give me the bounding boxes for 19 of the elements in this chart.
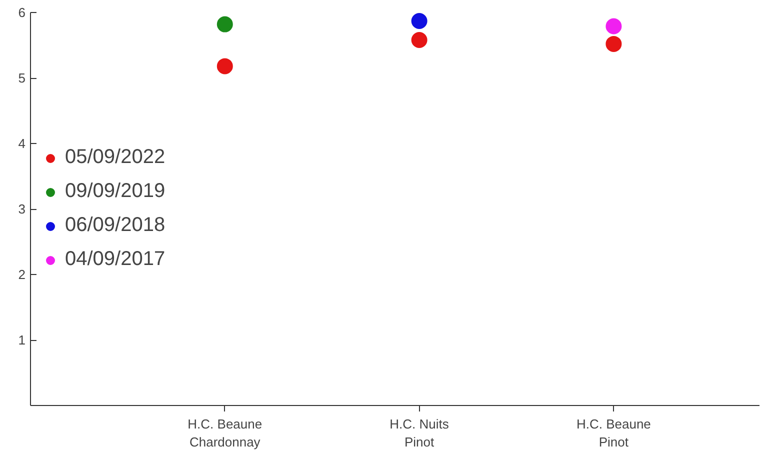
y-tick-label: 6 <box>18 5 26 20</box>
legend-label: 09/09/2019 <box>65 180 166 203</box>
legend-label: 06/09/2018 <box>65 214 166 237</box>
point <box>216 16 233 32</box>
point <box>411 32 428 48</box>
legend-label: 04/09/2017 <box>65 248 166 271</box>
y-tick-label: 5 <box>18 70 26 86</box>
x-tick-label: H.C. Nuits Pinot <box>390 416 450 450</box>
point <box>606 36 622 52</box>
point <box>216 58 233 74</box>
y-tick-label: 2 <box>18 267 26 282</box>
y-tick-label: 3 <box>18 202 26 216</box>
y-tick-label: 1 <box>18 332 26 348</box>
x-tick-label: H.C. Beaune Pinot <box>576 416 651 450</box>
point <box>606 18 622 34</box>
x-tick-label: H.C. Beaune Chardonnay <box>188 416 262 450</box>
y-tick-label: 4 <box>18 136 26 151</box>
legend-label: 05/09/2022 <box>65 146 166 169</box>
point <box>411 13 428 29</box>
